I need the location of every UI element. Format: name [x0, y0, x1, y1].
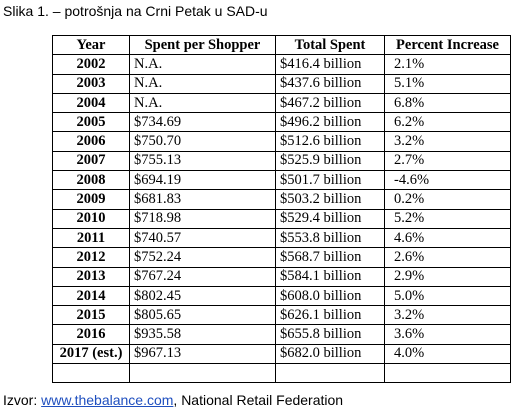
cell-year: 2009 — [52, 189, 130, 210]
cell-total-spent: $525.9 billion — [275, 150, 385, 172]
table-body: 2002 N.A. $416.4 billion 2.1% 2003 N.A. $437.6… — [52, 54, 511, 384]
cell-year: 2015 — [52, 305, 130, 326]
cell-percent-increase — [384, 363, 511, 384]
cell-total-spent: $655.8 billion — [275, 324, 385, 345]
cell-percent-increase: 2.6% — [384, 247, 511, 268]
header-year: Year — [52, 34, 130, 56]
source-suffix: , National Retail Federation — [173, 392, 344, 408]
cell-percent-increase: 2.9% — [384, 266, 511, 287]
cell-percent-increase: 2.1% — [384, 54, 511, 75]
cell-total-spent: $503.2 billion — [275, 189, 385, 210]
cell-year: 2007 — [52, 150, 130, 172]
cell-year: 2006 — [52, 131, 130, 152]
table-row: 2014 $802.45 $608.0 billion 5.0% — [52, 285, 511, 307]
header-total-spent: Total Spent — [275, 34, 385, 56]
cell-year — [52, 363, 130, 384]
cell-total-spent: $553.8 billion — [275, 227, 385, 249]
cell-total-spent: $682.0 billion — [275, 343, 385, 365]
table-row: 2017 (est.) $967.13 $682.0 billion 4.0% — [52, 343, 511, 365]
source-link[interactable]: www.thebalance.com — [41, 392, 174, 408]
cell-year: 2016 — [52, 324, 130, 345]
cell-spent-per-shopper: $694.19 — [129, 170, 276, 191]
black-friday-spending-table: Year Spent per Shopper Total Spent Perce… — [52, 34, 511, 384]
cell-year: 2011 — [52, 227, 130, 249]
source-line: Izvor: www.thebalance.com, National Reta… — [3, 391, 343, 409]
table-row: 2015 $805.65 $626.1 billion 3.2% — [52, 305, 511, 326]
cell-total-spent: $568.7 billion — [275, 247, 385, 268]
cell-percent-increase: 3.2% — [384, 305, 511, 326]
cell-spent-per-shopper: $750.70 — [129, 131, 276, 152]
cell-year: 2014 — [52, 285, 130, 307]
table-row: 2013 $767.24 $584.1 billion 2.9% — [52, 266, 511, 287]
cell-percent-increase: 6.8% — [384, 92, 511, 114]
table-row: 2010 $718.98 $529.4 billion 5.2% — [52, 208, 511, 229]
cell-percent-increase: 2.7% — [384, 150, 511, 172]
table-row: 2002 N.A. $416.4 billion 2.1% — [52, 54, 511, 75]
cell-percent-increase: 3.2% — [384, 131, 511, 152]
cell-percent-increase: 5.0% — [384, 285, 511, 307]
cell-spent-per-shopper: N.A. — [129, 73, 276, 94]
cell-spent-per-shopper: $734.69 — [129, 112, 276, 133]
cell-percent-increase: 5.1% — [384, 73, 511, 94]
cell-spent-per-shopper: $718.98 — [129, 208, 276, 229]
cell-total-spent: $512.6 billion — [275, 131, 385, 152]
cell-spent-per-shopper: $755.13 — [129, 150, 276, 172]
cell-spent-per-shopper: $935.58 — [129, 324, 276, 345]
cell-spent-per-shopper: N.A. — [129, 54, 276, 75]
cell-year: 2005 — [52, 112, 130, 133]
table-row — [52, 363, 511, 384]
cell-percent-increase: 5.2% — [384, 208, 511, 229]
cell-year: 2012 — [52, 247, 130, 268]
cell-spent-per-shopper: $805.65 — [129, 305, 276, 326]
cell-year: 2002 — [52, 54, 130, 75]
cell-total-spent: $608.0 billion — [275, 285, 385, 307]
cell-percent-increase: -4.6% — [384, 170, 511, 191]
table-row: 2009 $681.83 $503.2 billion 0.2% — [52, 189, 511, 210]
cell-spent-per-shopper: $752.24 — [129, 247, 276, 268]
table-row: 2008 $694.19 $501.7 billion -4.6% — [52, 170, 511, 191]
cell-year: 2017 (est.) — [52, 343, 130, 365]
cell-total-spent — [275, 363, 385, 384]
cell-spent-per-shopper — [129, 363, 276, 384]
cell-year: 2013 — [52, 266, 130, 287]
table-row: 2004 N.A. $467.2 billion 6.8% — [52, 92, 511, 114]
table-row: 2016 $935.58 $655.8 billion 3.6% — [52, 324, 511, 345]
cell-percent-increase: 3.6% — [384, 324, 511, 345]
cell-spent-per-shopper: $681.83 — [129, 189, 276, 210]
cell-year: 2008 — [52, 170, 130, 191]
table-row: 2012 $752.24 $568.7 billion 2.6% — [52, 247, 511, 268]
header-percent-increase: Percent Increase — [384, 34, 511, 56]
cell-spent-per-shopper: $802.45 — [129, 285, 276, 307]
source-prefix: Izvor: — [3, 392, 42, 408]
cell-year: 2010 — [52, 208, 130, 229]
table-row: 2011 $740.57 $553.8 billion 4.6% — [52, 227, 511, 249]
header-spent-per-shopper: Spent per Shopper — [129, 34, 276, 56]
cell-total-spent: $501.7 billion — [275, 170, 385, 191]
cell-spent-per-shopper: $967.13 — [129, 343, 276, 365]
table-row: 2005 $734.69 $496.2 billion 6.2% — [52, 112, 511, 133]
cell-percent-increase: 4.6% — [384, 227, 511, 249]
cell-spent-per-shopper: $767.24 — [129, 266, 276, 287]
cell-total-spent: $496.2 billion — [275, 112, 385, 133]
figure-caption: Slika 1. – potrošnja na Crni Petak u SAD… — [3, 3, 268, 19]
cell-spent-per-shopper: N.A. — [129, 92, 276, 114]
cell-total-spent: $626.1 billion — [275, 305, 385, 326]
cell-percent-increase: 6.2% — [384, 112, 511, 133]
cell-total-spent: $416.4 billion — [275, 54, 385, 75]
table-row: 2003 N.A. $437.6 billion 5.1% — [52, 73, 511, 94]
cell-total-spent: $529.4 billion — [275, 208, 385, 229]
cell-year: 2003 — [52, 73, 130, 94]
cell-spent-per-shopper: $740.57 — [129, 227, 276, 249]
cell-total-spent: $584.1 billion — [275, 266, 385, 287]
cell-total-spent: $467.2 billion — [275, 92, 385, 114]
cell-total-spent: $437.6 billion — [275, 73, 385, 94]
cell-percent-increase: 0.2% — [384, 189, 511, 210]
cell-percent-increase: 4.0% — [384, 343, 511, 365]
table-row: 2007 $755.13 $525.9 billion 2.7% — [52, 150, 511, 172]
table-row: 2006 $750.70 $512.6 billion 3.2% — [52, 131, 511, 152]
table-header-row: Year Spent per Shopper Total Spent Perce… — [52, 34, 511, 56]
cell-year: 2004 — [52, 92, 130, 114]
